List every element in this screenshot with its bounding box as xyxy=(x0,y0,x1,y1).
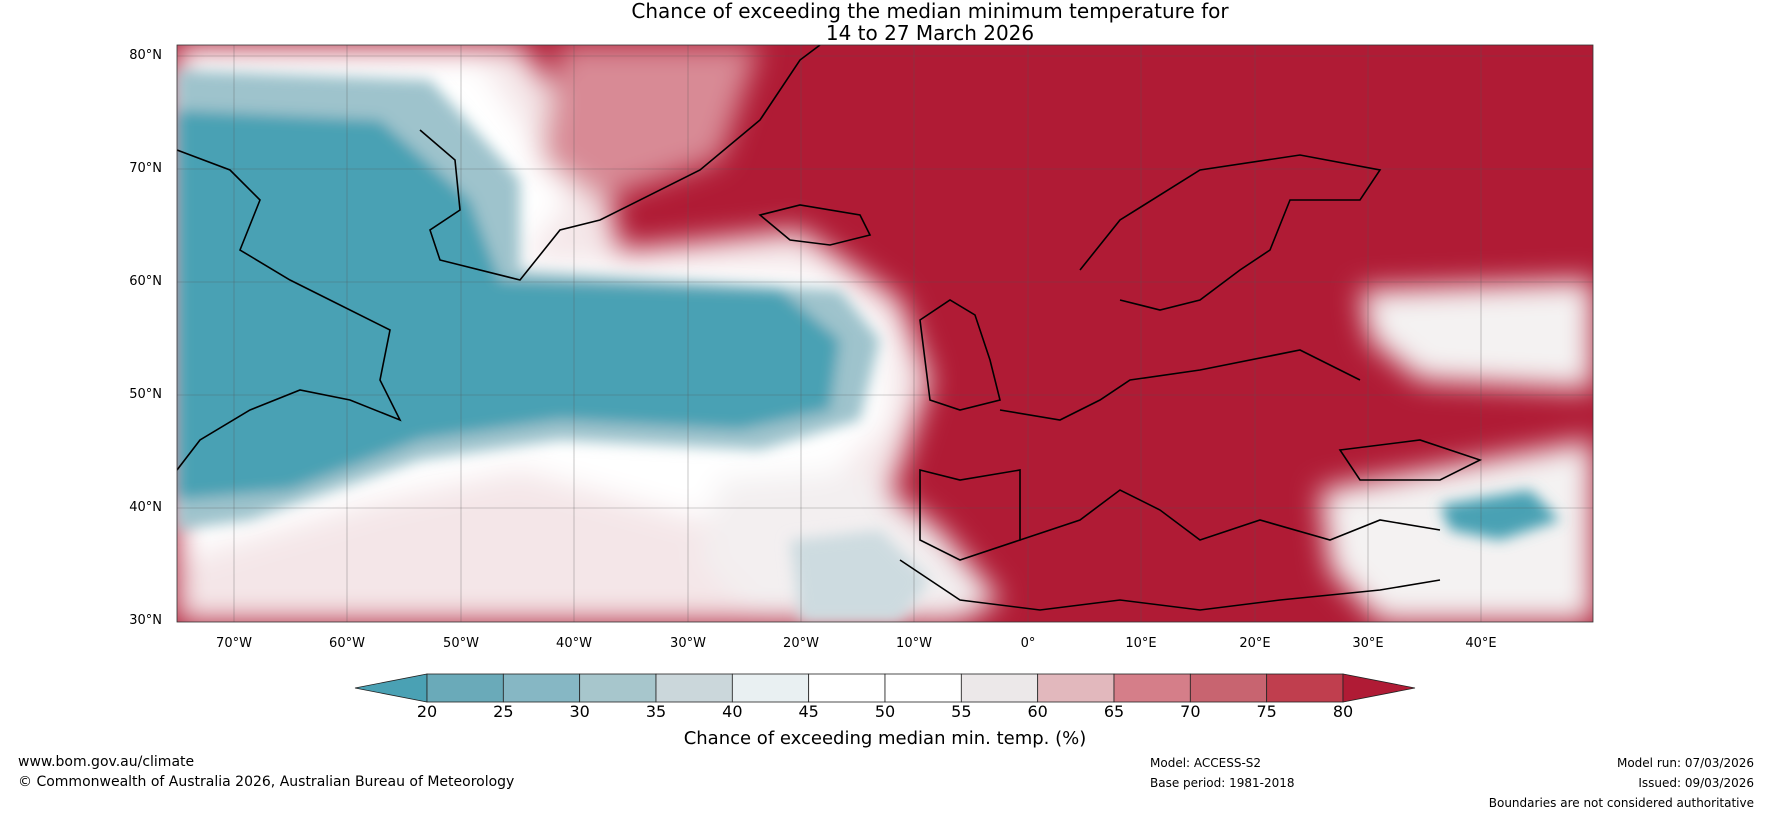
colorbar-tick-label: 65 xyxy=(1103,702,1125,721)
lon-label-40e: 40°E xyxy=(1465,636,1497,651)
colorbar-tick-label: 60 xyxy=(1027,702,1048,721)
lon-label-30w: 30°W xyxy=(670,636,706,651)
colorbar-segment xyxy=(1113,673,1191,703)
colorbar-segment xyxy=(808,673,886,703)
colorbar-tick-label: 20 xyxy=(416,702,438,721)
map-title-line1: Chance of exceeding the median minimum t… xyxy=(631,0,1229,23)
coastlines xyxy=(177,45,1483,611)
colorbar-segment xyxy=(1266,673,1344,703)
lon-label-20e: 20°E xyxy=(1239,636,1271,651)
lon-label-30e: 30°E xyxy=(1352,636,1384,651)
lon-label-50w: 50°W xyxy=(443,636,479,651)
footer-disclaimer: Boundaries are not considered authoritat… xyxy=(1488,796,1754,810)
lon-label-40w: 40°W xyxy=(556,636,592,651)
footer-issued: Issued: 09/03/2026 xyxy=(1638,776,1754,790)
lon-label-10w: 10°W xyxy=(896,636,932,651)
colorbar-segment xyxy=(655,673,733,703)
footer-base-period: Base period: 1981-2018 xyxy=(1150,776,1295,790)
coast-british-isles xyxy=(919,299,1001,411)
coast-mediterranean xyxy=(1019,489,1441,541)
colorbar-tick-label: 25 xyxy=(493,702,514,721)
lat-label-60n: 60°N xyxy=(129,274,162,289)
region-turkey-below xyxy=(1440,490,1560,540)
colorbar-segment xyxy=(1037,673,1115,703)
colorbar-tick-label: 40 xyxy=(722,702,743,721)
lon-label-10e: 10°E xyxy=(1125,636,1157,651)
lon-label-20w: 20°W xyxy=(783,636,819,651)
region-strong-below xyxy=(177,110,840,500)
colorbar-tick-label: 30 xyxy=(569,702,590,721)
colorbar-tick-label: 50 xyxy=(874,702,896,721)
region-arctic-pink xyxy=(540,45,760,200)
colorbar-label: Chance of exceeding median min. temp. (%… xyxy=(683,728,1087,749)
lat-label-30n: 30°N xyxy=(129,613,162,628)
coast-greenland xyxy=(419,45,821,281)
map-frame xyxy=(176,44,1594,623)
colorbar xyxy=(354,673,1416,703)
region-russia-neutral xyxy=(1360,280,1593,390)
colorbar-tick-label: 70 xyxy=(1180,702,1201,721)
lon-label-60w: 60°W xyxy=(329,636,365,651)
colorbar-tick-label: 80 xyxy=(1332,702,1354,721)
lat-label-40n: 40°N xyxy=(129,500,162,515)
coast-europe xyxy=(999,349,1361,421)
colorbar-segment xyxy=(579,673,657,703)
coast-africa xyxy=(899,559,1441,611)
map-title: Chance of exceeding the median minimum t… xyxy=(530,0,1330,44)
graticule xyxy=(177,45,1593,622)
colorbar-extend-low xyxy=(354,673,428,703)
colorbar-tick-label: 75 xyxy=(1256,702,1277,721)
region-sahara-light xyxy=(790,530,930,622)
colorbar-segment xyxy=(731,673,810,703)
lon-label-70w: 70°W xyxy=(216,636,252,651)
lat-label-50n: 50°N xyxy=(129,387,162,402)
coast-black-sea xyxy=(1338,439,1483,481)
lat-label-70n: 70°N xyxy=(129,161,162,176)
lon-label-0: 0° xyxy=(1020,636,1036,651)
colorbar-segment xyxy=(426,673,504,703)
colorbar-segment xyxy=(884,673,962,703)
coast-scandinavia xyxy=(1079,154,1382,311)
map-title-line2: 14 to 27 March 2026 xyxy=(825,21,1035,45)
footer-website: www.bom.gov.au/climate xyxy=(18,754,195,770)
colorbar-tick-label: 45 xyxy=(798,702,819,721)
map-field xyxy=(177,45,1593,622)
footer-model: Model: ACCESS-S2 xyxy=(1150,756,1262,770)
colorbar-tick-label: 55 xyxy=(951,702,972,721)
footer-model-run: Model run: 07/03/2026 xyxy=(1616,756,1754,770)
colorbar-segment xyxy=(960,673,1039,703)
footer-copyright: © Commonwealth of Australia 2026, Austra… xyxy=(18,774,515,790)
colorbar-segment xyxy=(1189,673,1268,703)
coast-canada xyxy=(177,149,402,471)
colorbar-tick-label: 35 xyxy=(645,702,667,721)
colorbar-segment xyxy=(502,673,581,703)
coast-iceland xyxy=(758,204,872,246)
colorbar-extend-high xyxy=(1342,673,1416,703)
lat-label-80n: 80°N xyxy=(129,48,162,63)
